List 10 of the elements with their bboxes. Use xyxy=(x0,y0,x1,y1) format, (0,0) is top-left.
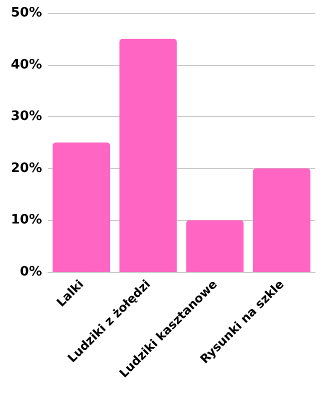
y-tick-label: 20% xyxy=(10,160,42,176)
bar xyxy=(252,168,310,272)
y-tick-label: 10% xyxy=(10,212,42,228)
bar xyxy=(52,142,110,272)
bar xyxy=(186,220,244,272)
y-tick-label: 40% xyxy=(10,57,42,72)
y-tick-label: 50% xyxy=(10,6,42,20)
bar xyxy=(119,38,177,272)
y-tick-label: 0% xyxy=(20,264,42,280)
y-tick-label: 30% xyxy=(10,109,42,124)
